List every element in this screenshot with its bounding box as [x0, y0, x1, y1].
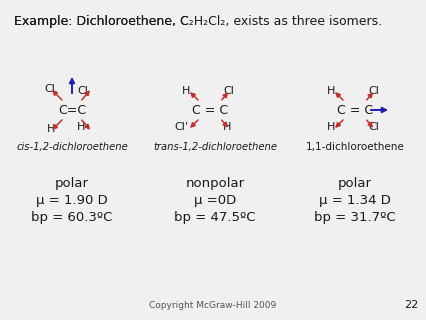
Text: Cl: Cl: [222, 86, 233, 96]
Text: H: H: [46, 124, 55, 134]
Text: bp = 60.3ºC: bp = 60.3ºC: [31, 211, 112, 224]
Text: μ = 1.34 D: μ = 1.34 D: [318, 194, 390, 207]
Text: 1,1-dichloroethene: 1,1-dichloroethene: [305, 142, 403, 152]
Text: H: H: [77, 122, 85, 132]
Text: C = C: C = C: [336, 103, 372, 116]
Text: bp = 47.5ºC: bp = 47.5ºC: [174, 211, 255, 224]
Text: H: H: [222, 122, 231, 132]
Text: Cl: Cl: [367, 86, 378, 96]
Text: Example: Dichloroethene, C: Example: Dichloroethene, C: [14, 15, 188, 28]
Text: μ = 1.90 D: μ = 1.90 D: [36, 194, 108, 207]
Text: trans-1,2-dichloroethene: trans-1,2-dichloroethene: [153, 142, 276, 152]
Text: polar: polar: [337, 177, 371, 190]
Text: H: H: [326, 122, 334, 132]
Text: C = C: C = C: [192, 103, 227, 116]
Text: Cl': Cl': [173, 122, 187, 132]
Text: Copyright McGraw-Hill 2009: Copyright McGraw-Hill 2009: [149, 301, 276, 310]
Text: H: H: [326, 86, 334, 96]
Text: Cl: Cl: [44, 84, 55, 94]
Text: μ =0D: μ =0D: [193, 194, 236, 207]
Text: polar: polar: [55, 177, 89, 190]
Text: Cl: Cl: [77, 86, 88, 96]
Text: 22: 22: [403, 300, 417, 310]
Text: C=C: C=C: [58, 103, 86, 116]
Text: bp = 31.7ºC: bp = 31.7ºC: [314, 211, 395, 224]
Text: Example: Dichloroethene, C₂H₂Cl₂, exists as three isomers.: Example: Dichloroethene, C₂H₂Cl₂, exists…: [14, 15, 381, 28]
Text: nonpolar: nonpolar: [185, 177, 244, 190]
Text: cis-1,2-dichloroethene: cis-1,2-dichloroethene: [16, 142, 127, 152]
Text: H: H: [181, 86, 190, 96]
Text: Cl: Cl: [367, 122, 378, 132]
